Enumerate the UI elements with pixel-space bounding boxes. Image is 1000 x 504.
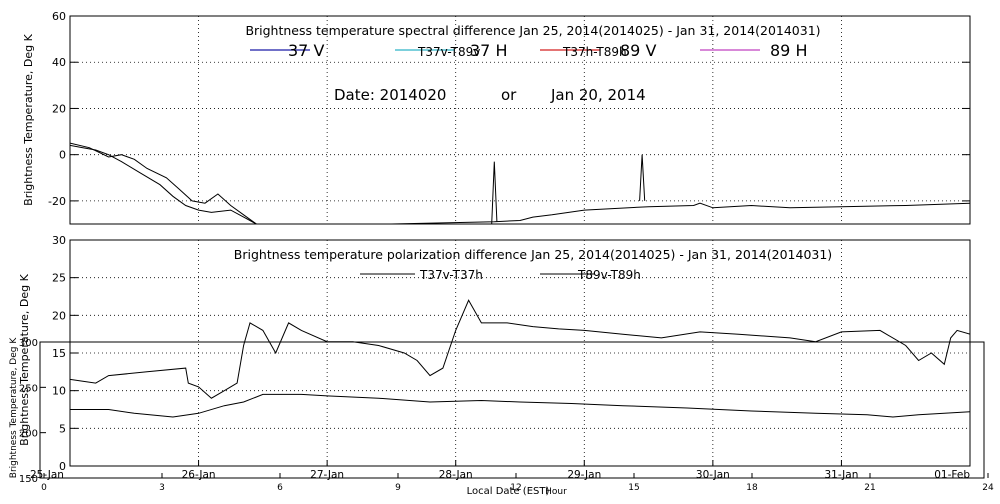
overlay-x-tick-label: 15 [628, 483, 639, 493]
overlay-frame [39, 341, 985, 479]
top-y-tick-label: 40 [52, 56, 66, 69]
bottom-x-tick-label: 25-Jan [30, 469, 64, 481]
bottom-x-tick-label: 30-Jan [696, 469, 730, 481]
top-annotation-date-text: Jan 20, 2014 [550, 86, 646, 104]
overlay-x-tick-label: 24 [982, 483, 994, 493]
bottom-y-tick-label: 20 [52, 309, 66, 322]
top-y-tick-label: 0 [59, 149, 66, 162]
top-annotation-or: or [501, 86, 517, 104]
bottom-x-axis-label: Local Date (EST) [467, 486, 550, 497]
bottom-y-tick-label: 30 [52, 234, 66, 247]
overlay-x-tick-label: 3 [159, 483, 165, 493]
top-series-line-3 [639, 154, 646, 201]
bottom-legend-label: T89v-T89h [577, 268, 641, 282]
top-legend-label: 37 V [288, 41, 324, 60]
top-legend-label: T37v-T89v [417, 45, 480, 59]
top-legend-label: 37 H [470, 41, 507, 60]
top-y-tick-label: 60 [52, 10, 66, 23]
bottom-y-tick-label: 15 [52, 347, 66, 360]
top-series-line-0 [70, 144, 970, 224]
top-series-line-1 [70, 142, 257, 224]
bottom-x-tick-label: 29-Jan [567, 469, 601, 481]
overlay-y-axis-label: Brightness Temperature, Deg K [9, 337, 19, 479]
bottom-x-tick-label: 28-Jan [439, 469, 473, 481]
overlay-x-tick-label: 12 [510, 483, 521, 493]
overlay-y-tick-label: 150 [19, 474, 38, 485]
top-title: Brightness temperature spectral differen… [245, 23, 820, 38]
top-series-line-2 [491, 161, 498, 224]
overlay-x-axis-label: Hour [545, 487, 567, 497]
top-plot-frame [69, 15, 971, 225]
top-y-tick-label: 20 [52, 102, 66, 115]
bottom-legend-label: T37v-T37h [419, 268, 483, 282]
overlay-x-tick-label: 6 [277, 483, 283, 493]
bottom-y-tick-label: 5 [59, 422, 66, 435]
overlay-x-tick-label: 18 [746, 483, 758, 493]
bottom-y-tick-label: 25 [52, 272, 66, 285]
overlay-x-tick-label: 21 [864, 483, 875, 493]
overlay-x-tick-label: 0 [41, 483, 47, 493]
top-y-tick-label: -20 [48, 195, 66, 208]
top-legend-label: 89 V [620, 41, 656, 60]
bottom-series-line-0 [70, 393, 970, 418]
overlay-x-tick-label: 9 [395, 483, 401, 493]
overlay-y-tick-label: 250 [19, 383, 38, 394]
bottom-y-tick-label: 0 [59, 460, 66, 473]
bottom-y-axis-label: Brightness Temperature, Deg K [18, 273, 31, 445]
bottom-x-tick-label: 31-Jan [824, 469, 858, 481]
top-y-axis-label: Brightness Temperature, Deg K [22, 33, 35, 205]
top-panel: 60 40 20 0 -20 Brightness temperature spectra… [22, 10, 971, 225]
bottom-series-line-1 [70, 299, 970, 399]
top-legend-label: 89 H [770, 41, 807, 60]
bottom-x-tick-label: 01-Feb [934, 469, 970, 481]
bottom-plot-frame [69, 239, 971, 467]
bottom-y-tick-label: 10 [52, 385, 66, 398]
top-annotation-date: Date: 2014020 [334, 86, 446, 104]
overlay-y-tick-label: 200 [19, 429, 38, 440]
bottom-x-tick-label: 27-Jan [310, 469, 344, 481]
top-legend-label: T37h-T89h [562, 45, 627, 59]
bottom-title: Brightness temperature polarization diff… [234, 247, 832, 262]
bottom-x-tick-label: 26-Jan [182, 469, 216, 481]
overlay-y-tick-label: 300 [19, 338, 38, 349]
